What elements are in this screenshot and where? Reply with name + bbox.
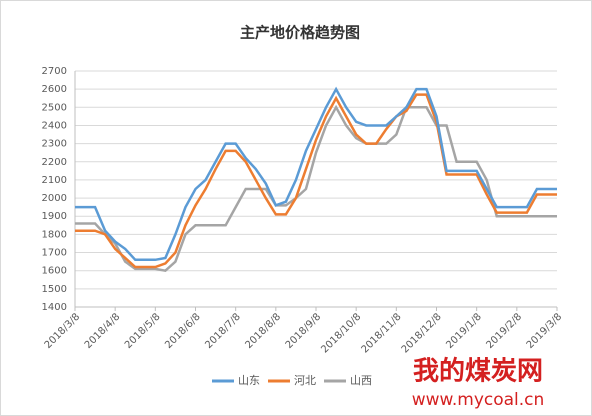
chart-title: 主产地价格趋势图 [240, 24, 360, 42]
y-tick-label: 2100 [42, 175, 67, 186]
y-tick-label: 1400 [42, 302, 67, 313]
series-line [75, 86, 557, 262]
y-tick-label: 2500 [42, 102, 67, 113]
legend-label: 河北 [294, 374, 316, 387]
y-tick-label: 2200 [42, 157, 67, 168]
y-tick-label: 1900 [42, 211, 67, 222]
y-tick-label: 2400 [42, 120, 67, 131]
y-tick-label: 2600 [42, 84, 67, 95]
series-line [75, 104, 557, 273]
watermark-name: 我的煤炭网 [413, 356, 543, 387]
y-tick-label: 1800 [42, 229, 67, 240]
series-line [75, 93, 557, 269]
legend-label: 山西 [350, 374, 372, 387]
watermark-url: www.mycoal.cn [412, 390, 545, 410]
y-tick-label: 1500 [42, 284, 67, 295]
y-tick-label: 1600 [42, 266, 67, 277]
y-tick-label: 2700 [42, 66, 67, 77]
y-tick-label: 2300 [42, 139, 67, 150]
legend-label: 山东 [238, 374, 260, 387]
y-tick-label: 2000 [42, 193, 67, 204]
y-tick-label: 1700 [42, 248, 67, 259]
